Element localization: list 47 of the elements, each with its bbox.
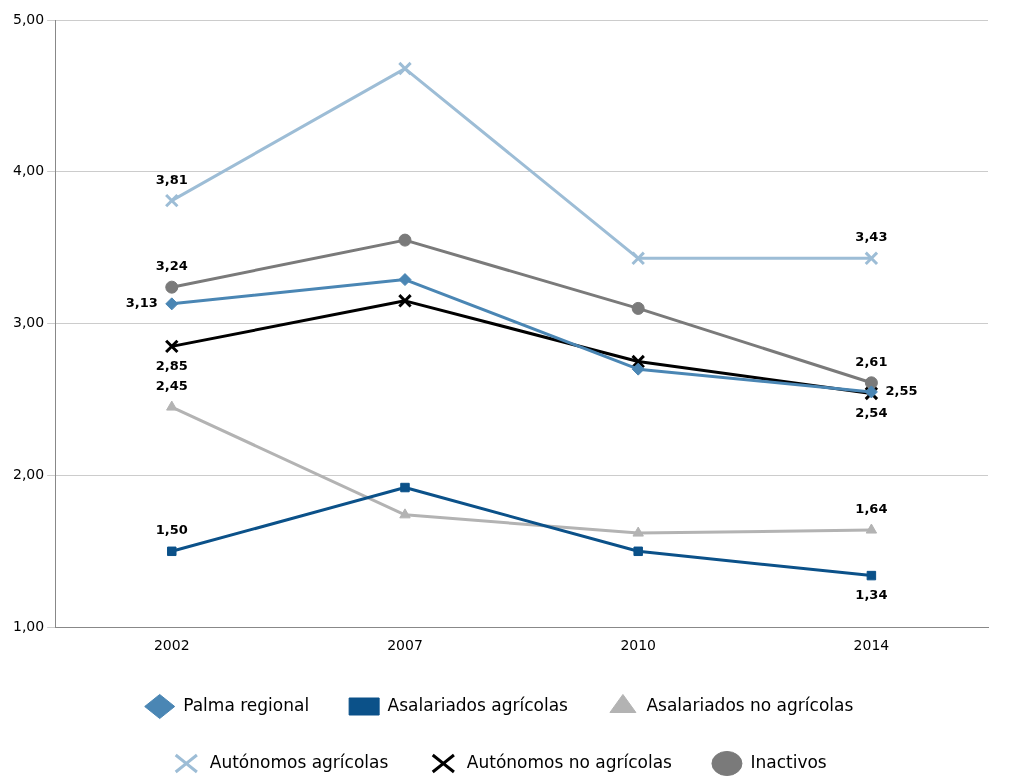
data-label: 2,85 <box>155 358 188 374</box>
y-tick-label: 5,00 <box>13 10 45 27</box>
legend-label: Palma regional <box>183 694 310 715</box>
x-tick-label: 2002 <box>153 637 190 654</box>
y-tick-label: 3,00 <box>13 314 45 331</box>
point <box>631 251 646 266</box>
point <box>400 482 410 493</box>
point <box>398 273 412 287</box>
point <box>399 508 411 519</box>
legend-label: Inactivos <box>750 751 827 772</box>
y-tick-label: 4,00 <box>13 162 45 179</box>
data-label: 1,50 <box>155 522 188 538</box>
point <box>165 297 179 311</box>
data-label: 2,55 <box>885 383 918 399</box>
data-label: 2,54 <box>855 405 888 421</box>
x-tick-label: 2007 <box>387 637 423 654</box>
point <box>631 301 645 315</box>
point <box>632 526 644 537</box>
point <box>164 339 179 354</box>
point <box>864 251 879 266</box>
legend-label: Asalariados no agrícolas <box>646 694 854 715</box>
data-label: 3,43 <box>855 229 888 245</box>
point <box>398 233 412 247</box>
x-tick-label: 2014 <box>853 637 890 654</box>
point <box>397 293 413 308</box>
point <box>397 61 413 76</box>
point <box>633 546 643 557</box>
data-label: 2,61 <box>855 353 888 369</box>
data-label: 2,45 <box>155 377 188 393</box>
point <box>164 193 179 208</box>
data-label: 3,13 <box>125 295 158 311</box>
legend-label: Asalariados agrícolas <box>387 694 569 715</box>
point <box>866 570 877 581</box>
legend-label: Autónomos no agrícolas <box>466 751 673 772</box>
y-tick-label: 1,00 <box>13 617 45 634</box>
data-label: 1,64 <box>855 500 888 516</box>
point <box>865 523 878 534</box>
point <box>631 354 646 369</box>
data-label: 1,34 <box>855 587 888 603</box>
data-label: 3,24 <box>155 258 188 274</box>
legend-label: Autónomos agrícolas <box>209 751 389 772</box>
data-label: 3,81 <box>155 171 188 187</box>
point <box>631 362 645 376</box>
x-tick-label: 2010 <box>620 637 657 654</box>
y-tick-label: 2,00 <box>13 466 45 483</box>
point <box>167 546 177 557</box>
point <box>165 280 179 294</box>
